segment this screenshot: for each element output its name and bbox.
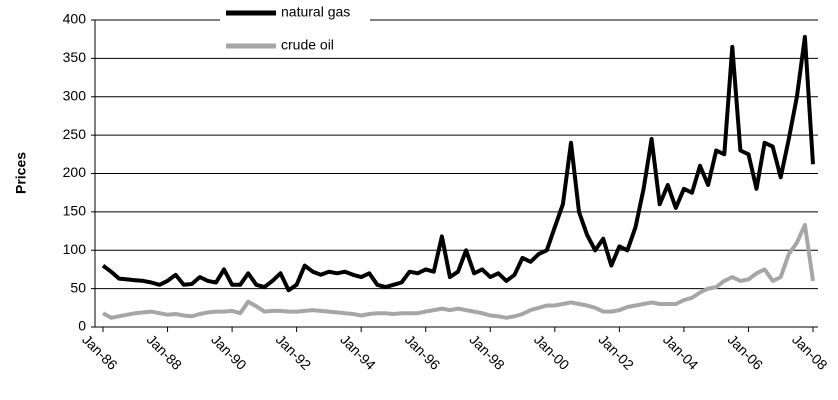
- y-tick-label: 150: [63, 203, 87, 219]
- y-tick-label: 0: [78, 318, 86, 334]
- legend-background: [220, 2, 370, 24]
- y-tick-label: 250: [63, 126, 87, 142]
- legend-label: natural gas: [281, 4, 350, 20]
- x-tick-label: Jan-92: [273, 331, 315, 373]
- legend-background: [220, 35, 370, 57]
- x-tick-label: Jan-86: [79, 331, 121, 373]
- series-line: [102, 222, 815, 320]
- x-tick-label: Jan-96: [402, 331, 444, 373]
- y-tick-label: 100: [63, 241, 87, 257]
- y-axis-label: Prices: [13, 152, 29, 194]
- x-tick-label: Jan-02: [595, 331, 637, 373]
- x-tick-label: Jan-06: [725, 331, 767, 373]
- y-tick-label: 400: [63, 11, 87, 27]
- y-tick-label: 350: [63, 49, 87, 65]
- series-line: [101, 34, 815, 293]
- x-tick-label: Jan-98: [466, 331, 508, 373]
- y-tick-label: 50: [70, 279, 86, 295]
- x-tick-label: Jan-90: [208, 331, 250, 373]
- y-tick-label: 300: [63, 87, 87, 103]
- legend-label: crude oil: [281, 37, 334, 53]
- x-tick-label: Jan-00: [531, 331, 573, 373]
- x-tick-label: Jan-88: [144, 331, 186, 373]
- x-tick-label: Jan-04: [660, 331, 702, 373]
- y-tick-label: 200: [63, 164, 87, 180]
- x-tick-label: Jan-94: [337, 331, 379, 373]
- x-tick-label: Jan-08: [789, 331, 831, 373]
